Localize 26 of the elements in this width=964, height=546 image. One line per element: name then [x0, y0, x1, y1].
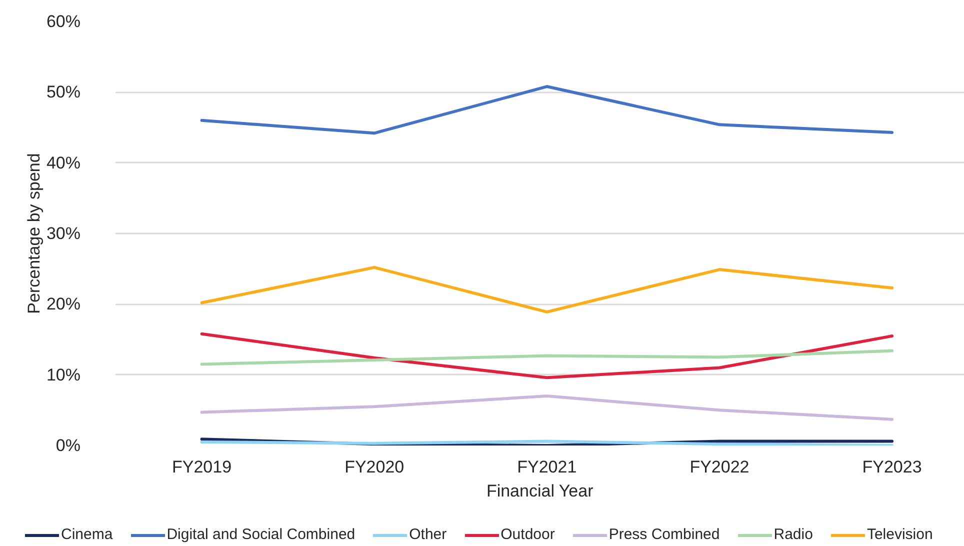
y-tick-label: 10% — [46, 365, 81, 384]
y-tick-label: 0% — [56, 436, 81, 455]
x-tick-label: FY2019 — [172, 458, 232, 476]
legend-label: Television — [866, 526, 933, 543]
legend-label: Radio — [774, 526, 813, 543]
legend-label: Cinema — [61, 526, 113, 543]
line-series — [200, 349, 894, 366]
legend-label: Other — [409, 526, 447, 543]
line-series — [200, 394, 894, 421]
y-tick-label: 40% — [46, 153, 81, 172]
y-tick-label: 60% — [46, 12, 81, 31]
legend-label: Outdoor — [500, 526, 555, 543]
line-series — [200, 332, 894, 380]
x-axis-title: Financial Year — [486, 482, 594, 500]
x-tick-label: FY2020 — [344, 458, 404, 476]
line-series — [200, 266, 894, 314]
y-tick-label: 30% — [46, 224, 81, 243]
y-axis-title: Percentage by spend — [24, 153, 44, 314]
x-tick-label: FY2023 — [862, 458, 922, 476]
legend-label: Press Combined — [608, 526, 720, 543]
legend-label: Digital and Social Combined — [166, 526, 356, 543]
line-series — [200, 85, 894, 135]
x-tick-label: FY2021 — [517, 458, 577, 476]
y-tick-label: 50% — [46, 82, 81, 102]
y-tick-label: 20% — [46, 294, 81, 314]
x-tick-label: FY2022 — [690, 458, 750, 476]
